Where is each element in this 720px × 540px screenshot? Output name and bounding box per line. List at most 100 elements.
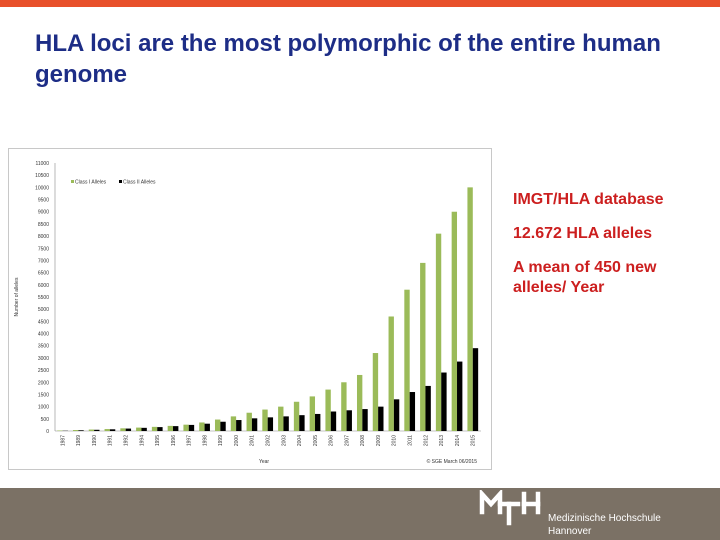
bar-class-ii [78,430,84,431]
y-tick-label: 8000 [38,234,49,240]
bar-class-ii [204,423,210,431]
bar-class-i [341,382,347,431]
bar-class-i [72,430,79,431]
mhh-logo-icon [479,490,541,526]
y-tick-label: 500 [41,417,50,423]
y-tick-label: 7000 [38,258,49,264]
fact-new-alleles: A mean of 450 new alleles/ Year [513,259,657,296]
accent-bar [0,0,720,7]
y-tick-label: 6000 [38,283,49,289]
bar-class-i [183,424,189,431]
chart-canvas: 0 500 1000 1500 2000 2500 3000 3500 4000 4500 5000… [14,161,481,465]
legend-label: Class I Alleles [75,180,107,186]
x-tick-label: 2014 [455,435,461,446]
facts-list: IMGT/HLA database 12.672 HLA alleles A m… [513,190,703,312]
bar-class-ii [330,411,337,431]
bar-class-i [230,416,237,431]
x-tick-label: 1992 [124,435,130,446]
y-tick-label: 1500 [38,392,49,398]
bar-class-i [404,289,410,431]
y-tick-label: 9500 [38,198,49,204]
source-note: © SGE March 06/2015 [427,458,478,465]
bar-class-i [467,187,473,431]
bar-class-ii [125,428,132,431]
bar-class-i [136,427,142,431]
y-tick-label: 5000 [38,307,49,313]
bar-class-ii [94,429,100,431]
bar-class-ii [346,410,352,431]
bar-class-ii [425,385,431,431]
bar-class-i [262,409,268,431]
bar-class-i [104,429,110,431]
footer-band [0,488,720,540]
bar-class-i [246,412,252,431]
allele-chart: 0 500 1000 1500 2000 2500 3000 3500 4000 4500 5000… [8,148,492,470]
x-tick-label: 2012 [423,435,429,446]
bar-class-i [372,353,379,431]
bar-class-i [293,401,300,431]
x-tick-label: 2004 [297,435,303,446]
bar-class-ii [472,348,479,431]
y-tick-label: 1000 [38,405,49,411]
y-tick-label: 5500 [38,295,49,301]
bar-class-ii [409,392,416,431]
fact-database: IMGT/HLA database [513,191,664,208]
x-tick-label: 2015 [471,435,477,446]
bar-class-i [151,426,158,431]
bar-class-i [199,422,205,431]
bar-class-i [278,406,284,431]
x-tick-label: 2006 [329,435,335,446]
x-axis-label: Year [259,459,269,465]
bar-class-ii [267,417,274,431]
y-tick-label: 3000 [38,356,49,362]
y-tick-label: 9000 [38,210,49,216]
x-tick-label: 2009 [376,435,382,446]
y-tick-label: 10000 [35,185,49,191]
institution-line-1: Medizinische Hochschule [548,513,661,524]
bar-class-i [167,425,174,431]
bar-class-ii [441,372,447,431]
x-tick-label: 1998 [202,435,208,446]
institution-line-2: Hannover [548,526,592,537]
bar-class-i [451,211,458,431]
x-tick-label: 1989 [76,435,82,446]
x-tick-label: 1994 [139,435,145,446]
legend-swatch [71,180,74,183]
y-tick-label: 3500 [38,344,49,350]
x-tick-label: 1997 [187,435,193,446]
bar-class-ii [220,421,226,431]
bar-class-ii [109,429,116,431]
x-tick-label: 2008 [360,435,366,446]
bar-class-i [120,428,126,431]
legend-label: Class II Alleles [123,180,156,186]
bar-class-ii [378,406,384,431]
bar-class-ii [236,420,242,431]
bar-class-ii [173,426,179,431]
bar-class-ii [283,416,289,431]
x-tick-label: 1991 [108,435,114,446]
x-tick-label: 2005 [313,435,319,446]
bar-class-i [309,396,316,431]
y-tick-label: 8500 [38,222,49,228]
x-tick-label: 2010 [392,435,398,446]
bar-class-ii [315,413,321,431]
x-tick-label: 2007 [344,435,350,446]
bar-class-ii [157,427,163,431]
y-axis-label: Number of alleles [14,277,20,316]
x-tick-label: 1990 [92,435,98,446]
bar-class-ii [362,409,368,431]
institution-name: Medizinische Hochschule Hannover [548,512,661,538]
x-tick-label: 2013 [439,435,445,446]
bar-class-ii [299,415,305,431]
x-tick-label: 2002 [266,435,272,446]
x-tick-label: 2000 [234,435,240,446]
x-tick-label: 1999 [218,435,224,446]
x-tick-label: 1995 [155,435,161,446]
bar-class-i [388,316,394,431]
bar-class-ii [393,399,400,431]
fact-allele-count: 12.672 HLA alleles [513,225,653,242]
bar-class-ii [251,418,258,431]
bar-class-i [420,262,426,431]
bar-class-i [435,233,442,431]
bar-class-i [88,429,95,431]
